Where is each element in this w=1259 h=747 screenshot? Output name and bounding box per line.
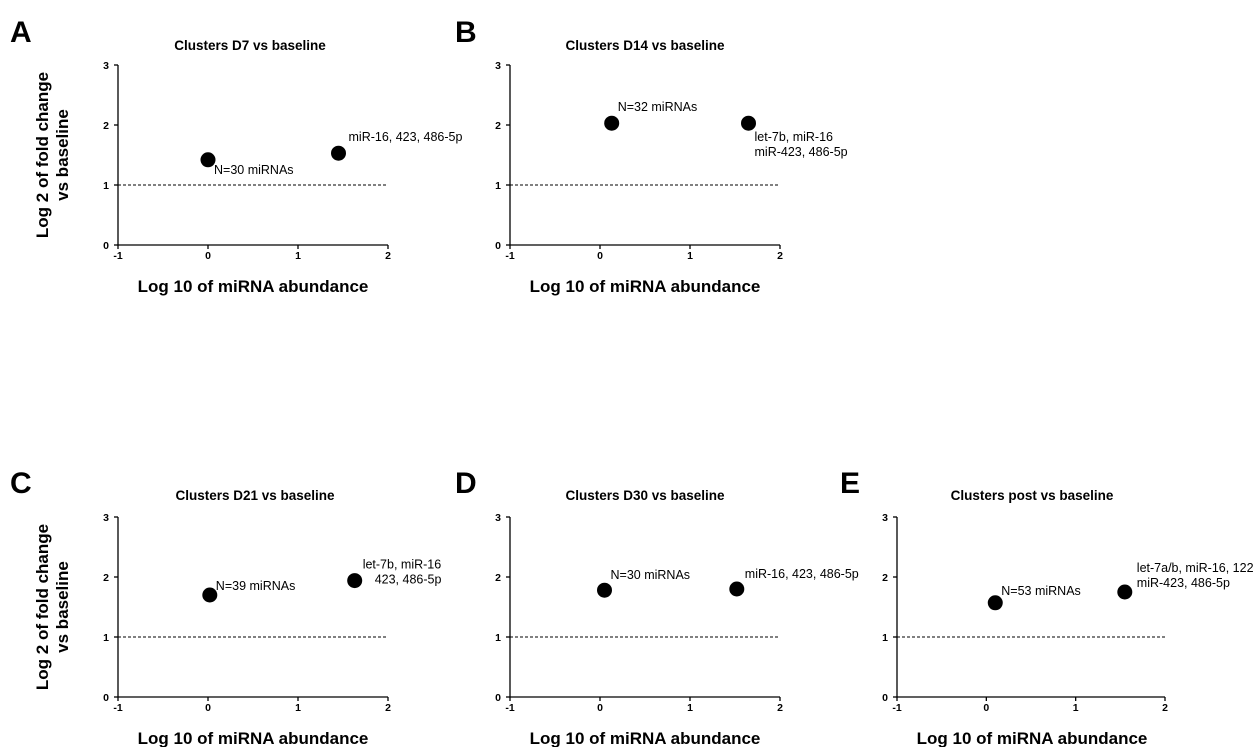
y-axis-label-line: vs baseline xyxy=(53,561,72,653)
y-tick-label: 1 xyxy=(495,180,501,192)
x-tick-label: 2 xyxy=(777,250,783,262)
panel-letter: D xyxy=(455,467,477,500)
y-tick-label: 0 xyxy=(495,692,501,704)
data-point xyxy=(604,115,620,131)
x-axis-label: Log 10 of miRNA abundance xyxy=(530,277,761,296)
x-tick-label: -1 xyxy=(113,702,122,714)
y-axis-label: Log 2 of fold change vs baseline xyxy=(33,524,72,690)
y-tick-label: 1 xyxy=(495,632,501,644)
data-point xyxy=(1117,584,1133,600)
y-tick-label: 0 xyxy=(103,692,109,704)
y-tick-label: 2 xyxy=(103,120,109,132)
point-annotation: let-7b, miR-16 xyxy=(755,130,834,144)
chart-panel-d: D Clusters D30 vs baseline -1 0 1 2 0 1 2 3 Log 10… xyxy=(455,467,859,747)
point-annotation: 423, 486-5p xyxy=(375,573,442,587)
y-tick-label: 0 xyxy=(882,692,888,704)
chart-panel-b: B Clusters D14 vs baseline -1 0 1 2 0 1 2 3 Log 10… xyxy=(455,16,848,296)
x-tick-label: -1 xyxy=(505,250,514,262)
y-tick-label: 2 xyxy=(495,120,501,132)
point-annotation: miR-423, 486-5p xyxy=(1137,576,1230,590)
point-annotation: N=39 miRNAs xyxy=(216,579,296,593)
chart-title: Clusters post vs baseline xyxy=(951,488,1114,503)
chart-title: Clusters D21 vs baseline xyxy=(175,488,335,503)
x-tick-label: 0 xyxy=(205,250,211,262)
x-axis-label: Log 10 of miRNA abundance xyxy=(138,729,369,747)
data-point xyxy=(597,582,612,598)
y-tick-label: 1 xyxy=(103,632,109,644)
y-tick-label: 3 xyxy=(103,60,109,72)
y-tick-label: 2 xyxy=(103,572,109,584)
y-tick-label: 0 xyxy=(103,240,109,252)
y-tick-label: 2 xyxy=(495,572,501,584)
y-axis-label: Log 2 of fold change vs baseline xyxy=(33,72,72,238)
chart-panel-a: A Clusters D7 vs baseline -1 0 1 2 0 1 2 3 Log 10 … xyxy=(10,16,463,296)
data-point xyxy=(202,587,218,603)
x-tick-label: 2 xyxy=(777,702,783,714)
chart-panel-e: E Clusters post vs baseline -1 0 1 2 0 1 2 3 Log 1… xyxy=(840,467,1254,747)
y-tick-label: 3 xyxy=(882,512,888,524)
data-point xyxy=(729,581,745,597)
y-tick-label: 3 xyxy=(495,60,501,72)
x-tick-label: 2 xyxy=(1162,702,1168,714)
data-point xyxy=(331,145,346,161)
y-axis-label-line: Log 2 of fold change xyxy=(33,524,52,690)
chart-title: Clusters D7 vs baseline xyxy=(174,38,326,53)
x-axis-label: Log 10 of miRNA abundance xyxy=(917,729,1148,747)
y-tick-label: 0 xyxy=(495,240,501,252)
point-annotation: miR-16, 423, 486-5p xyxy=(349,130,463,144)
data-point xyxy=(987,595,1003,611)
y-tick-label: 3 xyxy=(103,512,109,524)
point-annotation: let-7b, miR-16 xyxy=(363,558,442,572)
data-point xyxy=(200,152,216,168)
x-tick-label: 1 xyxy=(295,250,301,262)
x-tick-label: 0 xyxy=(205,702,211,714)
x-axis-label: Log 10 of miRNA abundance xyxy=(530,729,761,747)
point-annotation: miR-423, 486-5p xyxy=(755,145,848,159)
point-annotation: let-7a/b, miR-16, 122 xyxy=(1137,561,1254,575)
point-annotation: N=30 miRNAs xyxy=(214,163,294,177)
x-tick-label: -1 xyxy=(892,702,901,714)
x-tick-label: 1 xyxy=(687,250,693,262)
x-tick-label: 1 xyxy=(1073,702,1079,714)
y-tick-label: 3 xyxy=(495,512,501,524)
y-tick-label: 1 xyxy=(103,180,109,192)
panel-letter: B xyxy=(455,16,477,49)
x-tick-label: -1 xyxy=(505,702,514,714)
x-tick-label: 1 xyxy=(295,702,301,714)
chart-title: Clusters D14 vs baseline xyxy=(565,38,725,53)
point-annotation: N=53 miRNAs xyxy=(1001,584,1081,598)
point-annotation: miR-16, 423, 486-5p xyxy=(745,567,859,581)
x-tick-label: 0 xyxy=(597,702,603,714)
x-tick-label: 2 xyxy=(385,702,391,714)
x-axis-label: Log 10 of miRNA abundance xyxy=(138,277,369,296)
panel-letter: A xyxy=(10,16,32,49)
x-tick-label: -1 xyxy=(113,250,122,262)
panel-letter: C xyxy=(10,467,32,500)
x-tick-label: 1 xyxy=(687,702,693,714)
y-axis-label-line: Log 2 of fold change xyxy=(33,72,52,238)
x-tick-label: 2 xyxy=(385,250,391,262)
x-tick-label: 0 xyxy=(597,250,603,262)
data-point xyxy=(741,115,756,131)
panel-letter: E xyxy=(840,467,860,500)
y-tick-label: 2 xyxy=(882,572,888,584)
y-axis-label-line: vs baseline xyxy=(53,109,72,201)
chart-panel-c: C Clusters D21 vs baseline -1 0 1 2 0 1 2 3 Log 10… xyxy=(10,467,441,747)
y-tick-label: 1 xyxy=(882,632,888,644)
point-annotation: N=32 miRNAs xyxy=(618,100,698,114)
data-point xyxy=(347,573,363,589)
point-annotation: N=30 miRNAs xyxy=(611,568,691,582)
chart-title: Clusters D30 vs baseline xyxy=(565,488,725,503)
x-tick-label: 0 xyxy=(983,702,989,714)
